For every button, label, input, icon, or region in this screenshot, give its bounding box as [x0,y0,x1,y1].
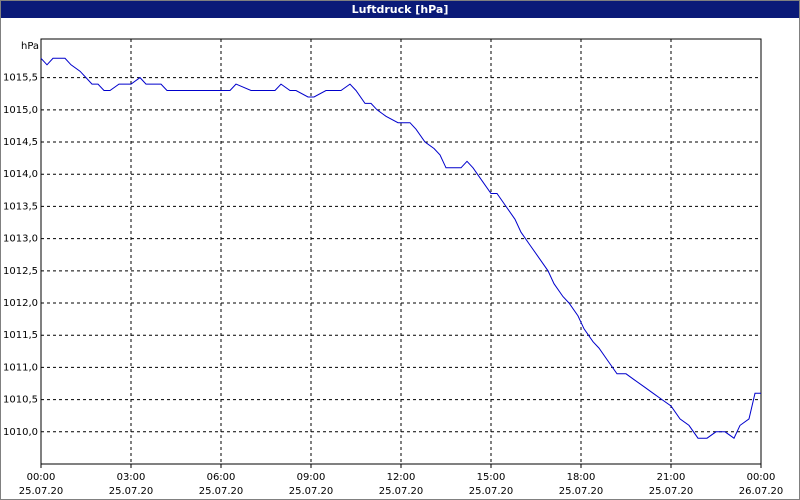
x-tick-date: 25.07.20 [199,486,244,497]
y-tick-label: 1015,0 [3,105,38,116]
pressure-chart: hPa 1015,5 1015,0 1014,5 1014,0 1013,5 1013,0… [3,38,784,497]
grid-lines [41,39,761,464]
x-tick-date: 25.07.20 [109,486,154,497]
x-tick-date: 25.07.20 [289,486,334,497]
y-tick-label: 1013,5 [3,201,38,212]
y-tick-label: 1014,0 [3,169,38,180]
y-tick-label: 1011,5 [3,330,38,341]
x-tick-time: 00:00 [747,472,776,483]
x-tick-time: 03:00 [117,472,146,483]
y-tick-label: 1012,0 [3,298,38,309]
y-tick-label: 1015,5 [3,73,38,84]
x-tick-time: 21:00 [657,472,686,483]
x-tick-date: 25.07.20 [469,486,514,497]
y-axis-unit: hPa [21,41,39,52]
x-tick-date: 25.07.20 [19,486,64,497]
y-tick-label: 1010,0 [3,427,38,438]
y-tick-label: 1013,0 [3,234,38,245]
x-tick-time: 09:00 [297,472,326,483]
x-tick-date: 25.07.20 [649,486,694,497]
x-tick-labels: 00:00 25.07.20 03:00 25.07.20 06:00 25.07.20 0… [19,464,784,497]
window-title: Luftdruck [hPa] [1,1,799,18]
x-tick-time: 00:00 [27,472,56,483]
x-tick-date: 26.07.20 [739,486,784,497]
x-tick-time: 18:00 [567,472,596,483]
x-tick-time: 06:00 [207,472,236,483]
x-tick-time: 12:00 [387,472,416,483]
pressure-series-line [40,57,761,439]
y-tick-label: 1012,5 [3,266,38,277]
y-tick-label: 1014,5 [3,137,38,148]
x-tick-date: 25.07.20 [559,486,604,497]
x-tick-time: 15:00 [477,472,506,483]
y-tick-label: 1010,5 [3,395,38,406]
y-tick-label: 1011,0 [3,362,38,373]
y-tick-labels: 1015,5 1015,0 1014,5 1014,0 1013,5 1013,0 1012… [3,73,38,438]
x-tick-date: 25.07.20 [379,486,424,497]
